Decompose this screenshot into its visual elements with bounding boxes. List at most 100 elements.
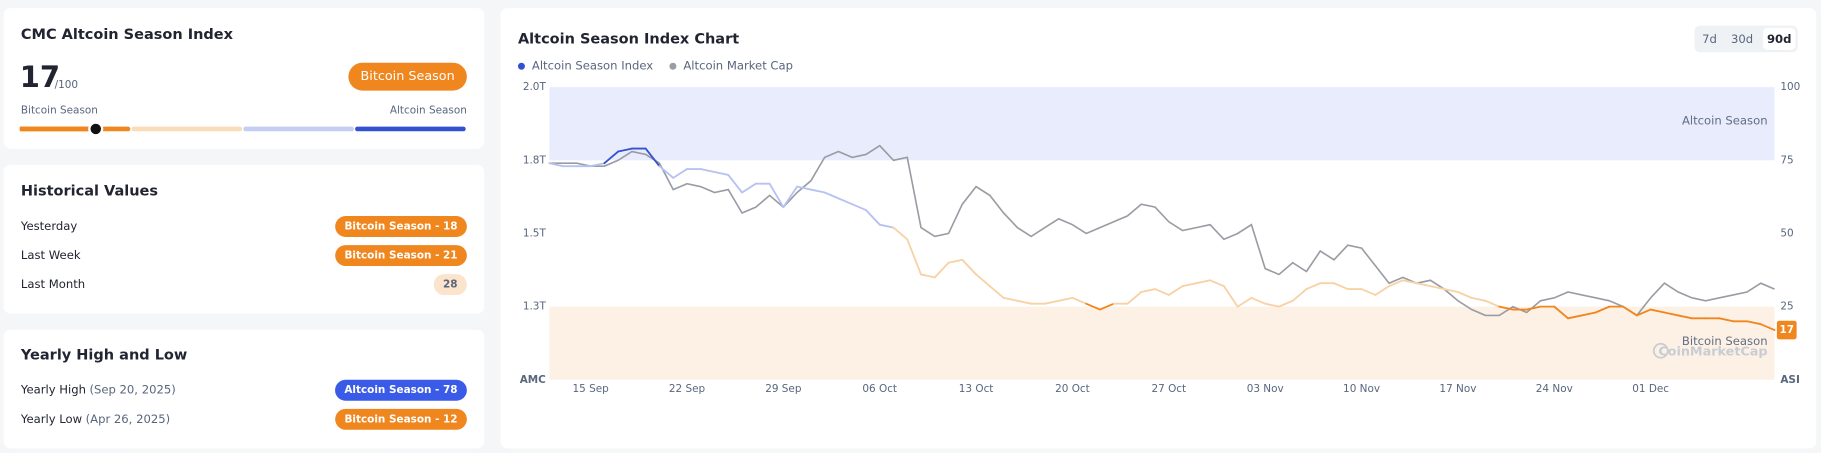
y2-tick-label: 25	[1780, 301, 1793, 313]
index-segment	[1635, 308, 1652, 317]
band-label: Altcoin Season	[1682, 113, 1768, 127]
gauge-right-label: Altcoin Season	[390, 104, 467, 116]
index-segment	[1580, 311, 1597, 317]
legend-dot	[669, 62, 677, 70]
index-segment	[1553, 305, 1569, 320]
index-segment	[617, 147, 633, 153]
index-segment	[1181, 282, 1198, 288]
index-segment	[1043, 299, 1060, 305]
x-tick-label: 06 Oct	[862, 383, 897, 395]
x-tick-label: 20 Oct	[1055, 383, 1090, 395]
legend-dot	[517, 62, 525, 70]
index-segment	[823, 191, 840, 200]
gauge-max: /100	[55, 79, 78, 91]
row-badge-text: Altcoin Season - 78	[344, 384, 457, 396]
row-label: Last Week	[21, 248, 81, 262]
gauge-bar	[19, 121, 466, 137]
y-tick-label: 1.8T	[523, 154, 547, 166]
gauge-left-label: Bitcoin Season	[21, 104, 98, 116]
index-segment	[1222, 285, 1239, 308]
index-segment	[1264, 302, 1280, 308]
index-segment	[658, 165, 675, 179]
row-badge	[335, 408, 467, 430]
range-button[interactable]: 30d	[1731, 32, 1753, 46]
index-segment	[1498, 305, 1514, 311]
index-segment	[1429, 285, 1446, 291]
index-segment	[1360, 288, 1377, 296]
x-tick-label: 10 Nov	[1343, 383, 1380, 395]
index-segment	[1649, 308, 1666, 314]
index-segment	[988, 285, 1005, 299]
index-segment	[837, 197, 854, 206]
index-segment	[1250, 296, 1267, 305]
gauge-segment	[131, 126, 243, 132]
index-segment	[933, 261, 950, 279]
index-segment	[1099, 302, 1115, 311]
index-segment	[1718, 317, 1735, 323]
index-segment	[672, 168, 688, 179]
index-segment	[699, 168, 716, 173]
index-segment	[1759, 323, 1776, 331]
index-segment	[1291, 288, 1308, 302]
index-segment	[1525, 305, 1542, 311]
y2-axis-label: ASI	[1780, 374, 1799, 386]
row-badge	[335, 379, 467, 401]
row-badge-text: 28	[443, 279, 458, 291]
chart-title: Altcoin Season Index Chart	[518, 32, 739, 48]
index-segment	[1374, 285, 1391, 296]
last-value-badge	[1776, 320, 1797, 340]
x-tick-label: 24 Nov	[1536, 383, 1573, 395]
last-value-label: 17	[1779, 324, 1794, 336]
index-segment	[727, 174, 743, 194]
row-badge	[335, 245, 467, 266]
gauge-value: 17	[20, 60, 60, 94]
market-cap-line	[549, 144, 1775, 317]
index-segment	[906, 238, 922, 276]
index-segment	[1154, 288, 1170, 296]
legend-label: Altcoin Season Index	[532, 59, 653, 73]
row-badge-text: Bitcoin Season - 12	[344, 413, 457, 425]
yearly-title: Yearly High and Low	[20, 347, 187, 363]
gauge-segment	[243, 126, 354, 132]
band-label: Bitcoin Season	[1682, 334, 1768, 348]
index-segment	[892, 226, 909, 241]
status-badge	[348, 62, 467, 91]
index-segment	[1209, 279, 1225, 288]
x-tick-label: 15 Sep	[572, 383, 609, 395]
index-segment	[975, 273, 991, 288]
index-segment	[851, 203, 867, 211]
index-segment	[1415, 282, 1432, 288]
index-segment	[809, 188, 826, 194]
index-segment	[1622, 305, 1638, 317]
status-text: Bitcoin Season	[361, 69, 455, 84]
x-tick-label: 27 Oct	[1151, 383, 1186, 395]
y-tick-label: 1.3T	[523, 301, 547, 313]
index-segment	[1236, 296, 1253, 308]
index-segment	[1484, 299, 1501, 308]
card	[3, 8, 485, 149]
index-segment	[865, 209, 881, 226]
index-segment	[1057, 296, 1074, 302]
index-segment	[1401, 279, 1418, 285]
range-button[interactable]: 7d	[1702, 32, 1717, 46]
index-segment	[1333, 282, 1349, 291]
legend-label: Altcoin Market Cap	[683, 59, 793, 73]
index-segment	[1071, 296, 1088, 305]
y2-tick-label: 75	[1780, 154, 1793, 166]
gauge-title: CMC Altcoin Season Index	[21, 27, 234, 43]
range-active	[1762, 27, 1796, 50]
x-tick-label: 13 Oct	[959, 383, 994, 395]
index-segment	[1443, 288, 1459, 293]
index-segment	[782, 185, 799, 209]
index-segment	[1126, 291, 1143, 305]
index-segment	[768, 182, 785, 209]
index-segment	[713, 171, 730, 176]
x-tick-label: 22 Sep	[669, 383, 706, 395]
x-tick-label: 01 Dec	[1632, 383, 1669, 395]
x-tick-label: 29 Sep	[765, 383, 802, 395]
y2-tick-label: 100	[1780, 81, 1800, 93]
range-button[interactable]: 90d	[1767, 32, 1791, 46]
gauge-marker	[88, 121, 104, 137]
